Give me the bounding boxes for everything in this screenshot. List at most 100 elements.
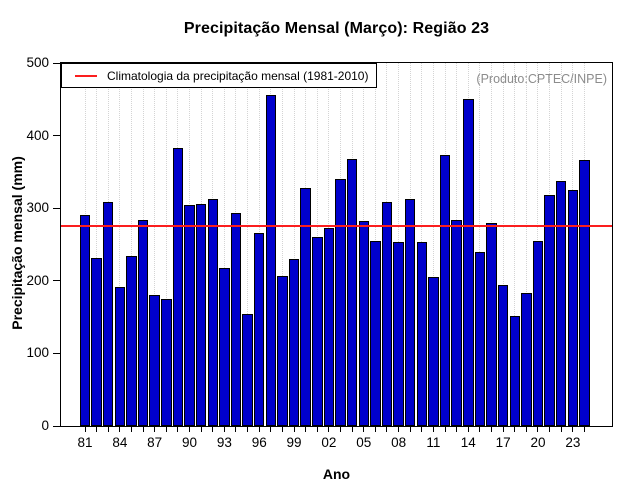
grid-line-1999 (293, 63, 295, 426)
grid-line-1988 (165, 63, 167, 426)
x-tick-label-1990: 90 (182, 435, 198, 450)
x-tick-label-2020: 20 (530, 435, 546, 450)
bar-2014 (463, 99, 474, 426)
x-tick-1994 (235, 427, 237, 432)
y-tick-label-500: 500 (26, 55, 49, 70)
bar-2018 (509, 316, 520, 426)
x-tick-2023 (572, 427, 574, 432)
bar-1984 (114, 287, 126, 426)
x-tick-2007 (386, 427, 388, 432)
x-tick-2010 (421, 427, 423, 432)
y-tick-400 (53, 135, 60, 137)
x-tick-2024 (583, 427, 585, 432)
x-tick-2004 (351, 427, 353, 432)
bar-2006 (370, 241, 381, 426)
bar-2017 (497, 285, 509, 426)
y-axis-title: Precipitação mensal (mm) (9, 156, 25, 330)
x-tick-label-1999: 99 (286, 435, 302, 450)
x-tick-2001 (316, 427, 318, 432)
x-axis-title: Ano (322, 466, 351, 482)
watermark-text: (Produto:CPTEC/INPE) (476, 72, 607, 86)
bar-1996 (253, 233, 265, 426)
bar-1992 (207, 199, 218, 426)
bar-2004 (346, 159, 358, 426)
x-tick-1986 (142, 427, 144, 432)
x-tick-2013 (456, 427, 458, 432)
bar-1988 (161, 299, 172, 426)
bar-1986 (137, 220, 149, 426)
x-tick-label-1996: 96 (251, 435, 267, 450)
x-tick-label-2017: 17 (495, 435, 511, 450)
bar-1989 (172, 148, 184, 426)
x-tick-label-1981: 81 (77, 435, 93, 450)
x-tick-1996 (258, 427, 260, 432)
x-tick-label-2002: 02 (321, 435, 337, 450)
x-tick-1983 (107, 427, 109, 432)
bar-1981 (79, 215, 91, 426)
x-tick-1993 (223, 427, 225, 432)
bar-2000 (300, 188, 311, 426)
bar-2007 (381, 202, 393, 426)
y-tick-label-0: 0 (41, 418, 49, 433)
legend-line-swatch (75, 74, 97, 77)
x-tick-1984 (119, 427, 121, 432)
bar-2008 (393, 242, 404, 426)
x-tick-2021 (549, 427, 551, 432)
bar-2005 (358, 221, 369, 426)
x-tick-1995 (247, 427, 249, 432)
grid-line-1984 (119, 63, 121, 426)
x-tick-2012 (444, 427, 446, 432)
x-tick-label-1984: 84 (112, 435, 128, 450)
x-tick-2000 (305, 427, 307, 432)
x-tick-2006 (374, 427, 376, 432)
x-tick-2019 (525, 427, 527, 432)
grid-line-1982 (96, 63, 98, 426)
y-tick-500 (53, 62, 60, 64)
x-tick-1988 (165, 427, 167, 432)
bar-2016 (486, 223, 497, 426)
bar-1985 (126, 256, 137, 426)
bar-2009 (404, 199, 416, 426)
x-tick-2008 (398, 427, 400, 432)
grid-line-1987 (154, 63, 156, 426)
grid-line-1995 (247, 63, 249, 426)
y-tick-label-100: 100 (26, 345, 49, 361)
x-tick-2018 (514, 427, 516, 432)
x-tick-2022 (560, 427, 562, 432)
bar-2023 (567, 190, 579, 426)
bar-2003 (335, 179, 346, 426)
bar-2021 (544, 195, 555, 426)
x-tick-1981 (84, 427, 86, 432)
bar-2019 (521, 293, 532, 426)
chart-title: Precipitação Mensal (Março): Região 23 (183, 20, 490, 37)
x-tick-label-2008: 08 (391, 435, 407, 450)
x-tick-2015 (479, 427, 481, 432)
bar-1995 (242, 314, 253, 426)
y-tick-300 (53, 207, 60, 209)
bar-1990 (184, 205, 195, 426)
x-tick-2011 (432, 427, 434, 432)
grid-line-2017 (502, 63, 504, 426)
bar-1993 (219, 268, 230, 426)
x-tick-1999 (293, 427, 295, 432)
grid-line-1985 (130, 63, 132, 426)
x-tick-1998 (281, 427, 283, 432)
x-tick-label-2014: 14 (460, 435, 476, 450)
x-tick-1991 (200, 427, 202, 432)
x-tick-1997 (270, 427, 272, 432)
x-tick-2020 (537, 427, 539, 432)
plot-area: Climatologia da precipitação mensal (198… (60, 62, 613, 427)
x-tick-1992 (212, 427, 214, 432)
grid-line-2019 (525, 63, 527, 426)
x-tick-2014 (467, 427, 469, 432)
x-tick-1990 (189, 427, 191, 432)
bar-1999 (288, 259, 300, 426)
x-tick-label-2005: 05 (356, 435, 372, 450)
grid-line-2011 (432, 63, 434, 426)
climatology-line (61, 225, 612, 227)
x-tick-1987 (154, 427, 156, 432)
y-tick-0 (53, 425, 60, 427)
bar-2010 (416, 242, 428, 426)
x-tick-label-2023: 23 (565, 435, 581, 450)
y-tick-200 (53, 280, 60, 282)
